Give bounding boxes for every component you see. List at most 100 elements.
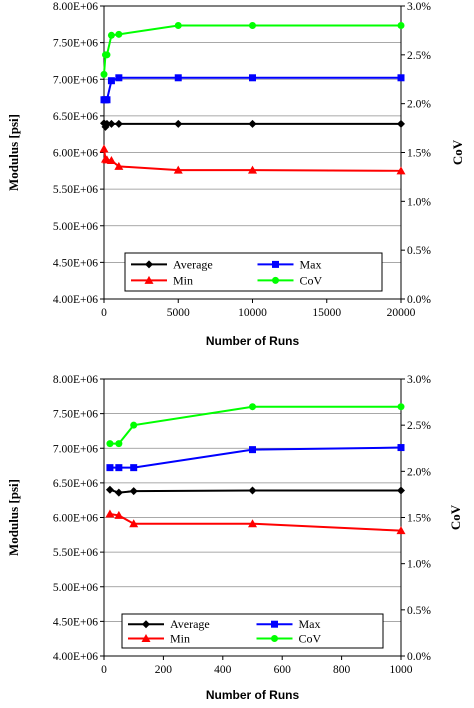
chart2-series-cov-line <box>109 405 401 445</box>
chart1-series-min-point <box>173 165 183 174</box>
chart1-y2tick-label: 0.5% <box>407 245 431 257</box>
chart2-series-max-point <box>397 444 405 452</box>
chart1-series-max-point <box>174 74 182 82</box>
chart2-series-cov-point <box>115 440 123 448</box>
chart2-series-min-line <box>109 513 402 532</box>
chart1-ytick-label: 5.50E+06 <box>53 184 98 196</box>
chart2-legend-max-label: Max <box>299 617 321 631</box>
chart2-y2-axis-title: CoV <box>448 504 463 530</box>
chart2-legend-cov-label: CoV <box>299 631 322 645</box>
chart2-plot-area <box>103 378 402 657</box>
chart2-y2tick-label: 2.5% <box>407 420 431 432</box>
chart1-series-average-point <box>174 119 183 128</box>
chart1-ytick-label: 4.00E+06 <box>53 294 98 306</box>
chart2-legend-min-marker <box>141 633 151 642</box>
chart1-series-cov-point <box>103 51 111 59</box>
chart2-series-min-point <box>105 509 115 518</box>
chart2-legend-max-marker <box>271 620 278 628</box>
chart1-ytick-label: 4.50E+06 <box>53 257 98 269</box>
chart2-legend-cov-marker <box>271 634 278 642</box>
chart2-y2tick-label: 0.5% <box>407 605 431 617</box>
chart1-series-max-point <box>397 74 405 82</box>
chart2-xtick-label: 800 <box>333 664 351 676</box>
chart1-series-average-point <box>248 119 257 128</box>
chart2-series-max-point <box>249 446 256 454</box>
chart1-xtick-label: 5000 <box>167 307 190 319</box>
chart2-y2tick-label: 1.5% <box>407 513 431 525</box>
chart2-ytick-label: 7.00E+06 <box>53 443 98 455</box>
chart1-series-cov-point <box>249 22 256 30</box>
chart1-series-cov-point <box>397 22 405 30</box>
chart1-ytick-label: 6.00E+06 <box>53 148 98 160</box>
chart1-legend-cov-label: CoV <box>300 273 323 287</box>
chart1-y2tick-label: 0.0% <box>407 294 431 306</box>
chart1-series-min-point <box>396 166 406 175</box>
chart1-y2tick-label: 2.0% <box>407 99 431 111</box>
chart2-xtick-label: 1000 <box>390 664 413 676</box>
chart-top: 4.00E+06 4.50E+06 5.00E+06 5.50E+06 6.00E+06… <box>6 1 465 348</box>
chart2-x-axis-title: Number of Runs <box>206 688 300 702</box>
chart2-y2tick-label: 3.0% <box>407 374 431 386</box>
chart1-xtick-label: 15000 <box>312 307 341 319</box>
chart1-series-average-point <box>102 119 111 128</box>
chart2-ytick-label: 5.50E+06 <box>53 547 98 559</box>
chart2-series-average-point <box>105 485 114 494</box>
chart1-legend-average-label: Average <box>173 257 213 271</box>
chart2-legend-average-marker <box>142 620 150 629</box>
chart1-y2tick-label: 1.0% <box>407 196 431 208</box>
chart1-series-max-point <box>249 74 256 82</box>
chart2-series-cov-point <box>106 440 114 448</box>
chart1-ytick-label: 5.00E+06 <box>53 221 98 233</box>
chart1-y2tick-label: 1.5% <box>407 148 431 160</box>
chart1-xtick-label: 10000 <box>238 307 267 319</box>
chart2-ytick-label: 4.00E+06 <box>53 651 98 663</box>
chart2-series-max-point <box>106 464 114 472</box>
chart2-ytick-label: 4.50E+06 <box>53 616 98 628</box>
chart2-ytick-label: 5.00E+06 <box>53 582 98 594</box>
chart2-series-average-point <box>114 488 123 497</box>
chart1-x-axis-title: Number of Runs <box>206 334 300 348</box>
chart2-series-cov-point <box>249 403 256 411</box>
chart2-series-max-point <box>115 464 123 472</box>
chart2-series-min-point <box>114 510 124 519</box>
chart2-series-min-point <box>248 519 257 528</box>
chart2-ytick-label: 8.00E+06 <box>53 374 98 386</box>
chart2-xtick-label: 400 <box>214 664 232 676</box>
chart1-y-axis-title: Modulus [psi] <box>6 114 21 191</box>
chart1-ytick-label: 7.00E+06 <box>53 74 98 86</box>
chart2-xtick-label: 200 <box>155 664 173 676</box>
chart1-series-cov-point <box>115 30 123 38</box>
chart1-series-cov-point <box>107 31 115 39</box>
chart1-series-min-point <box>99 144 109 153</box>
chart1-legend-max-label: Max <box>300 257 322 271</box>
chart2-y2tick-label: 0.0% <box>407 651 431 663</box>
chart2-ytick-label: 6.00E+06 <box>53 513 98 525</box>
chart2-y2tick-label: 2.0% <box>407 466 431 478</box>
chart2-xtick-label: 600 <box>274 664 292 676</box>
chart2-series-cov-point <box>397 403 405 411</box>
chart2-series-average-point <box>397 486 405 495</box>
chart2-series-cov-point <box>130 421 138 429</box>
chart2-series-average-point <box>129 487 138 496</box>
chart2-series-max-point <box>130 464 138 472</box>
chart2-xtick-label: 0 <box>101 664 107 676</box>
chart1-series-max-point <box>107 77 115 85</box>
chart1-legend-min-marker <box>144 275 154 284</box>
chart1-y2-axis-title: CoV <box>450 139 465 165</box>
chart1-series-average-point <box>397 119 405 128</box>
chart1-legend-cov-marker <box>272 276 279 284</box>
chart1-legend-max-marker <box>272 260 279 268</box>
chart1-ytick-label: 7.50E+06 <box>53 38 98 50</box>
chart1-series-max-point <box>115 74 123 82</box>
chart2-series-min-point <box>129 519 139 528</box>
chart1-y2tick-label: 3.0% <box>407 1 431 13</box>
chart2-y2tick-label: 1.0% <box>407 559 431 571</box>
chart-bottom: 4.00E+06 4.50E+06 5.00E+06 5.50E+06 6.00E+06… <box>6 374 463 702</box>
chart1-ytick-label: 8.00E+06 <box>53 1 98 13</box>
chart1-series-min-point <box>114 161 124 170</box>
chart1-series-max-point <box>103 96 111 104</box>
chart1-series-average-point <box>107 119 116 128</box>
chart1-xtick-label: 0 <box>101 307 107 319</box>
chart2-series-min-point <box>396 526 406 535</box>
chart1-ytick-label: 6.50E+06 <box>53 111 98 123</box>
